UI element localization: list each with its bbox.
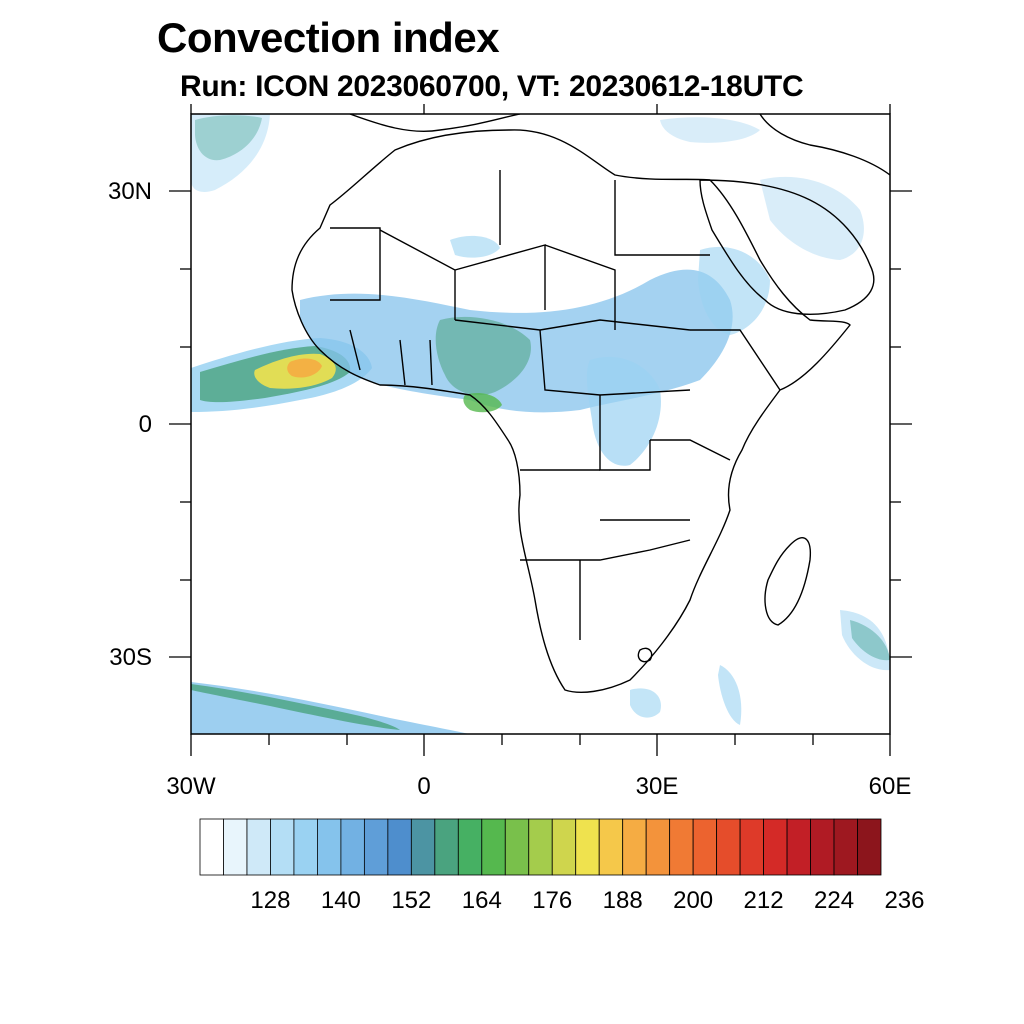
colorbar-box — [223, 818, 248, 876]
lon-label-0: 0 — [417, 773, 431, 800]
colorbar-tick-label: 140 — [320, 887, 361, 914]
arabian-peninsula — [699, 179, 875, 315]
colorbar-tick-label: 236 — [884, 887, 925, 914]
colorbar-box — [410, 818, 436, 876]
colorbar-box — [857, 818, 882, 876]
colorbar-tick-label: 176 — [532, 887, 573, 914]
colorbar-box — [363, 818, 389, 876]
colorbar — [199, 818, 882, 876]
madagascar-east-halo — [840, 610, 890, 671]
colorbar-box — [270, 818, 295, 876]
colorbar-box — [786, 818, 811, 876]
colorbar-box — [504, 818, 530, 876]
colorbar-box — [598, 818, 624, 876]
colorbar-tick-label: 224 — [814, 887, 855, 914]
coastlines — [291, 114, 890, 693]
mediterranean-patch — [660, 117, 760, 143]
colorbar-box — [645, 818, 671, 876]
colorbar-box — [246, 818, 271, 876]
colorbar-box — [810, 818, 835, 876]
atlantic-itcz-peak — [287, 358, 322, 378]
south-africa-patch — [630, 688, 661, 718]
ethiopian-highlands — [698, 246, 770, 335]
southern-ocean-band — [191, 682, 470, 734]
lat-label-eq: 0 — [138, 411, 152, 438]
colorbar-box — [387, 818, 412, 876]
colorbar-box — [833, 818, 858, 876]
colorbar-tick-label: 188 — [602, 887, 643, 914]
colorbar-box — [575, 818, 600, 876]
nigeria-core — [435, 316, 531, 396]
colorbar-tick-label: 200 — [673, 887, 714, 914]
convection-field — [191, 114, 890, 734]
axis-ticks — [169, 104, 912, 756]
arabia-scatter — [760, 176, 864, 260]
madagascar — [764, 537, 812, 626]
colorbar-box — [622, 818, 647, 876]
colorbar-box — [551, 818, 577, 876]
colorbar-box — [434, 818, 459, 876]
colorbar-tick-label: 152 — [391, 887, 432, 914]
lat-label-30n: 30N — [107, 178, 152, 205]
colorbar-box — [340, 818, 365, 876]
colorbar-box — [692, 818, 718, 876]
middle-east-coast — [759, 114, 890, 176]
colorbar-tick-label: 128 — [250, 887, 291, 914]
africa-coastline — [291, 129, 851, 693]
sahara-patch — [450, 235, 500, 258]
colorbar-tick-label: 212 — [743, 887, 784, 914]
colorbar-box — [481, 818, 506, 876]
colorbar-tick-label: 164 — [461, 887, 502, 914]
mediterranean-north — [349, 114, 521, 133]
lon-label-30w: 30W — [166, 773, 216, 800]
colorbar-box — [669, 818, 694, 876]
lat-label-30s: 30S — [109, 644, 152, 671]
colorbar-box — [457, 818, 483, 876]
colorbar-box — [293, 818, 318, 876]
lon-label-30e: 30E — [635, 773, 679, 800]
southern-ocean-core — [191, 684, 400, 730]
colorbar-box — [763, 818, 788, 876]
azores-halo — [191, 114, 270, 192]
colorbar-box — [716, 818, 741, 876]
map-title: Convection index — [157, 14, 500, 61]
colorbar-box — [739, 818, 764, 876]
colorbar-box — [528, 818, 553, 876]
east-africa-band — [586, 356, 661, 466]
colorbar-box — [317, 818, 342, 876]
lon-label-60e: 60E — [868, 773, 912, 800]
colorbar-box — [199, 818, 224, 876]
south-patch-2 — [718, 665, 742, 725]
map-subtitle: Run: ICON 2023060700, VT: 20230612-18UTC — [180, 70, 804, 103]
